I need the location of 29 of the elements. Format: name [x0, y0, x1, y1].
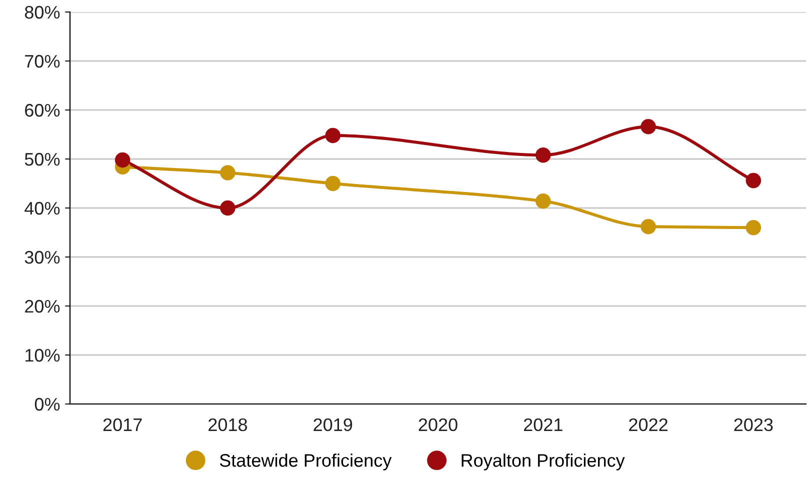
point	[536, 194, 551, 209]
x-tick-label: 2017	[103, 418, 142, 432]
y-tick-label: 70%	[25, 54, 60, 68]
x-tick-label: 2019	[314, 418, 352, 432]
point	[325, 176, 340, 192]
x-tick-label: 2023	[734, 418, 773, 432]
point	[640, 218, 656, 234]
point	[746, 172, 762, 188]
point	[220, 165, 236, 180]
point	[220, 200, 236, 216]
point	[114, 152, 130, 168]
y-tick-label: 60%	[25, 104, 60, 117]
point	[325, 128, 340, 144]
y-tick-label: 30%	[24, 250, 60, 264]
x-tick-label: 2021	[524, 418, 562, 432]
x-tick-label: 2022	[629, 418, 668, 432]
point	[746, 220, 762, 236]
legend-label: Statewide Proficiency	[220, 454, 392, 470]
y-tick-label: 20%	[25, 300, 60, 313]
legend-label: Royalton Proficiency	[462, 454, 625, 470]
x-tick-label: 2020	[418, 418, 458, 432]
point	[640, 119, 656, 134]
y-tick-label: 10%	[26, 348, 60, 362]
y-tick-label: 0%	[34, 398, 60, 411]
point	[536, 147, 551, 163]
x-tick-label: 2018	[208, 418, 248, 432]
y-tick-label: 50%	[24, 152, 60, 166]
y-tick-label: 80%	[24, 6, 60, 19]
y-tick-label: 40%	[24, 202, 60, 215]
